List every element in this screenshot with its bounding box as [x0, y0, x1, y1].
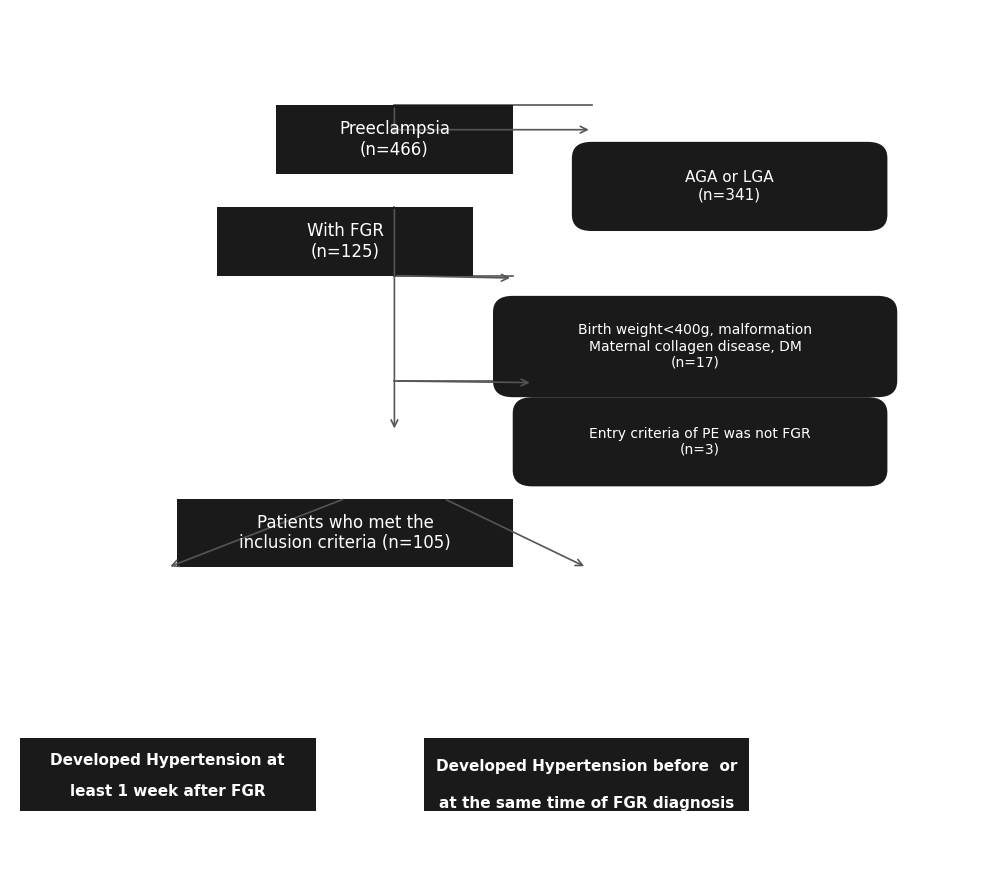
FancyBboxPatch shape: [493, 296, 897, 397]
Text: (n=57): (n=57): [557, 872, 616, 880]
FancyBboxPatch shape: [424, 737, 749, 880]
Text: diagnosis: diagnosis: [127, 815, 208, 830]
FancyBboxPatch shape: [424, 737, 749, 880]
FancyBboxPatch shape: [177, 498, 513, 568]
Text: Birth weight<400g, malformation
Maternal collagen disease, DM
(n=17): Birth weight<400g, malformation Maternal…: [578, 323, 812, 370]
Text: least 1 week after FGR: least 1 week after FGR: [70, 784, 265, 799]
Text: Developed Hypertension at: Developed Hypertension at: [50, 780, 285, 795]
Text: diagnosis: diagnosis: [127, 815, 208, 830]
Text: least 1 week after FGR: least 1 week after FGR: [70, 797, 265, 812]
Text: Entry criteria of PE was not FGR
(n=3): Entry criteria of PE was not FGR (n=3): [590, 427, 810, 457]
FancyBboxPatch shape: [20, 737, 316, 880]
Text: Patients who met the
inclusion criteria (n=105): Patients who met the inclusion criteria …: [240, 514, 451, 553]
FancyBboxPatch shape: [572, 142, 887, 231]
Text: (n=48): (n=48): [138, 877, 197, 880]
Text: at the same time of FGR diagnosis: at the same time of FGR diagnosis: [439, 806, 735, 821]
FancyBboxPatch shape: [513, 397, 887, 487]
Text: (n=57): (n=57): [557, 842, 616, 857]
FancyBboxPatch shape: [276, 106, 513, 174]
Text: AGA or LGA
(n=341): AGA or LGA (n=341): [685, 170, 774, 202]
Text: preceding Hypertension: group H: preceding Hypertension: group H: [443, 834, 731, 849]
FancyBboxPatch shape: [20, 737, 316, 880]
Text: Developed Hypertension before  or: Developed Hypertension before or: [436, 788, 738, 803]
FancyBboxPatch shape: [217, 207, 473, 275]
Text: With FGR
(n=125): With FGR (n=125): [307, 222, 384, 260]
Text: preceding FGR: group F: preceding FGR: group F: [66, 847, 269, 862]
Text: (n=48): (n=48): [138, 851, 197, 866]
Text: Preeclampsia
(n=466): Preeclampsia (n=466): [339, 121, 450, 159]
Text: preceding FGR: group F: preceding FGR: group F: [66, 833, 269, 848]
Text: Developed Hypertension before  or: Developed Hypertension before or: [436, 759, 738, 774]
Text: preceding Hypertension: group H: preceding Hypertension: group H: [444, 825, 730, 840]
Text: Developed Hypertension at: Developed Hypertension at: [50, 753, 285, 768]
Text: at the same time of FGR diagnosis: at the same time of FGR diagnosis: [439, 796, 735, 811]
